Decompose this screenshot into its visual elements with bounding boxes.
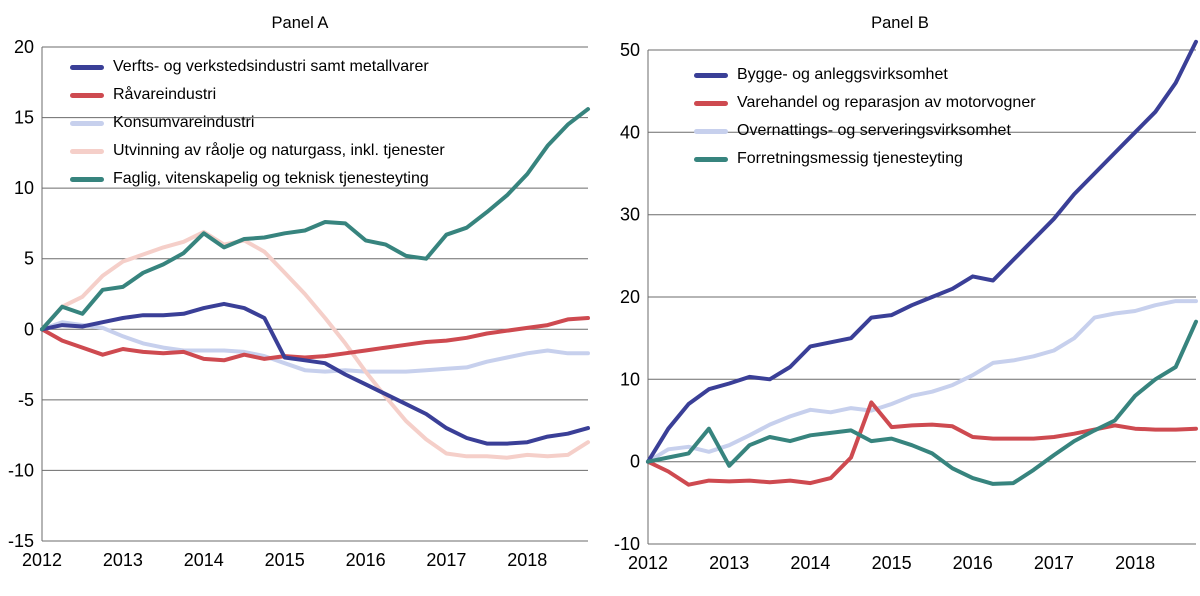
series-line-0 (646, 39, 1198, 464)
x-tick-label: 2012 (22, 550, 62, 570)
legend-label: Bygge- og anleggsvirksomhet (737, 66, 948, 83)
panel-b-title: Panel B (871, 14, 929, 32)
legend-label: Verfts- og verkstedsindustri samt metall… (113, 58, 429, 75)
y-tick-label: 0 (24, 319, 34, 339)
legend-label: Forretningsmessig tjenesteyting (737, 150, 963, 167)
legend-label: Råvareindustri (113, 86, 217, 103)
x-tick-label: 2017 (426, 550, 466, 570)
x-tick-label: 2016 (953, 553, 993, 573)
x-tick-label: 2014 (184, 550, 224, 570)
y-tick-label: -15 (8, 531, 34, 551)
legend-item: Forretningsmessig tjenesteyting (694, 150, 1036, 168)
y-tick-label: 30 (620, 205, 640, 225)
legend-swatch (70, 120, 104, 126)
x-tick-label: 2017 (1034, 553, 1074, 573)
series-line-4 (40, 107, 590, 332)
legend-swatch (694, 72, 728, 78)
y-tick-label: 5 (24, 249, 34, 269)
series-line-1 (40, 316, 590, 363)
x-tick-label: 2014 (790, 553, 830, 573)
legend-swatch (70, 148, 104, 154)
legend-swatch (70, 176, 104, 182)
legend-swatch (694, 100, 728, 106)
legend-item: Overnattings- og serveringsvirksomhet (694, 122, 1036, 140)
series-line-2 (40, 320, 590, 374)
y-tick-label: -10 (8, 460, 34, 480)
x-tick-label: 2012 (628, 553, 668, 573)
legend-label: Konsumvareindustri (113, 114, 255, 131)
panel-b: Panel B -10 0 10 20 30 40 50 2012 2013 2014 2015 20… (600, 0, 1200, 596)
legend-item: Verfts- og verkstedsindustri samt metall… (70, 58, 445, 76)
legend-label: Varehandel og reparasjon av motorvogner (737, 94, 1036, 111)
x-tick-label: 2013 (709, 553, 749, 573)
legend-label: Faglig, vitenskapelig og teknisk tjenest… (113, 170, 429, 187)
legend-item: Bygge- og anleggsvirksomhet (694, 66, 1036, 84)
legend-swatch (694, 128, 728, 134)
y-tick-label: 10 (620, 369, 640, 389)
legend-swatch (70, 64, 104, 70)
legend-item: Konsumvareindustri (70, 114, 445, 132)
y-tick-label: 50 (620, 40, 640, 60)
x-tick-label: 2013 (103, 550, 143, 570)
series-line-3 (40, 229, 590, 460)
panel-a-title: Panel A (271, 14, 329, 32)
x-tick-label: 2016 (346, 550, 386, 570)
x-tick-label: 2015 (265, 550, 305, 570)
y-tick-label: 40 (620, 122, 640, 142)
legend-item: Utvinning av råolje og naturgass, inkl. … (70, 142, 445, 160)
panel-b-legend: Bygge- og anleggsvirksomhet Varehandel o… (694, 66, 1036, 168)
panel-a-legend: Verfts- og verkstedsindustri samt metall… (70, 58, 445, 188)
legend-item: Varehandel og reparasjon av motorvogner (694, 94, 1036, 112)
y-tick-label: 20 (620, 287, 640, 307)
series-line-2 (646, 299, 1198, 464)
legend-label: Utvinning av råolje og naturgass, inkl. … (113, 142, 445, 159)
panel-b-chart-canvas: -10 0 10 20 30 40 50 2012 2013 2014 2015 2016 2017 20… (614, 39, 1198, 573)
legend-item: Faglig, vitenskapelig og teknisk tjenest… (70, 170, 445, 188)
y-tick-label: -5 (18, 390, 34, 410)
series-line-3 (646, 319, 1198, 486)
legend-swatch (694, 156, 728, 162)
y-tick-label: 15 (14, 108, 34, 128)
x-tick-label: 2015 (872, 553, 912, 573)
y-tick-label: 0 (630, 452, 640, 472)
panel-a: Panel A -15 -10 -5 0 5 10 15 20 2012 2013 2014 2015… (8, 14, 590, 570)
legend-label: Overnattings- og serveringsvirksomhet (737, 122, 1011, 139)
panel-a-chart-canvas: -15 -10 -5 0 5 10 15 20 2012 2013 2014 2015 2016 2017… (8, 37, 590, 570)
legend-swatch (70, 92, 104, 98)
y-tick-label: 20 (14, 37, 34, 57)
series-line-0 (40, 301, 590, 446)
x-tick-label: 2018 (1115, 553, 1155, 573)
y-tick-label: -10 (614, 534, 640, 554)
x-tick-label: 2018 (507, 550, 547, 570)
y-tick-label: 10 (14, 178, 34, 198)
legend-item: Råvareindustri (70, 86, 445, 104)
